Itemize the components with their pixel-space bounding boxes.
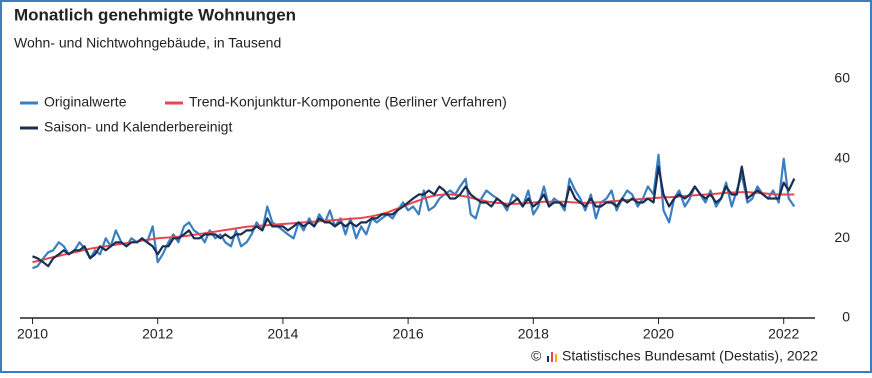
series-line bbox=[32, 153, 796, 270]
legend-label: Originalwerte bbox=[44, 94, 127, 110]
y-tick-label: 20 bbox=[834, 229, 850, 245]
x-tick-label: 2016 bbox=[393, 326, 424, 342]
x-tick-label: 2018 bbox=[518, 326, 549, 342]
x-tick-label: 2014 bbox=[267, 326, 298, 342]
legend-label: Saison- und Kalenderbereinigt bbox=[44, 119, 232, 135]
y-tick-label: 0 bbox=[842, 309, 850, 325]
legend-label: Trend-Konjunktur-Komponente (Berliner Ve… bbox=[189, 94, 507, 110]
x-tick-label: 2022 bbox=[768, 326, 799, 342]
y-tick-label: 60 bbox=[834, 70, 850, 86]
chart-title: Monatlich genehmigte Wohnungen bbox=[14, 5, 296, 24]
series-line bbox=[32, 165, 796, 268]
logo bbox=[547, 352, 557, 362]
chart-subtitle: Wohn- und Nichtwohngebäude, in Tausend bbox=[14, 35, 281, 51]
source-prefix: © bbox=[531, 348, 542, 364]
x-tick-label: 2010 bbox=[17, 326, 48, 342]
series-line bbox=[32, 191, 795, 264]
y-tick-label: 40 bbox=[834, 149, 850, 165]
source: Statistisches Bundesamt (Destatis), 2022 bbox=[562, 348, 818, 364]
x-tick-label: 2012 bbox=[142, 326, 173, 342]
x-tick-label: 2020 bbox=[643, 326, 674, 342]
